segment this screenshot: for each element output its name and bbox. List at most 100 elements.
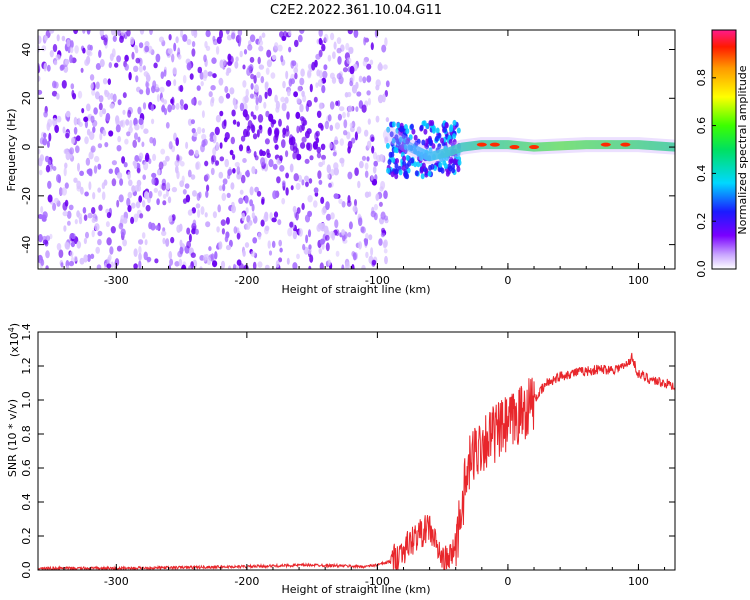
spectrogram-cell [197,66,203,74]
spectrogram-cell [68,204,74,211]
spectrogram-cell [196,85,201,91]
spectrogram-cell [170,236,175,244]
spectrogram-cell [323,64,328,71]
spectrogram-cell [122,239,127,247]
spectrogram-cell [281,197,286,205]
spectrogram-cell [174,261,180,267]
spectrogram-cell [301,117,307,126]
spectrogram-cell [88,151,94,160]
spectrogram-cell [297,174,303,183]
spectrogram-cell [299,30,305,34]
spectrogram-cell [391,157,396,163]
spectrogram-cell [383,248,388,254]
spectrogram-cell [288,30,292,37]
spectrogram-cell [79,257,85,265]
spectrogram-cell [351,264,355,269]
spectrogram-cell [94,155,100,163]
spectrogram-cell [115,119,120,126]
spectrogram-cell [64,162,68,169]
spectrogram-cell [318,30,323,37]
spectrogram-cell [247,44,253,51]
spectrogram-cell [176,224,182,233]
spectrogram-cell [366,140,372,149]
spectrogram-cell [339,157,345,164]
spectrogram-cell [266,59,272,68]
spectrogram-cell [192,219,197,227]
spectrogram-cell [230,182,235,190]
spectrogram-cell [304,158,310,164]
spectrogram-cell [39,154,45,162]
spectrogram-cell [308,178,313,184]
spectrogram-cell [121,156,126,164]
spectrogram-cell [369,59,374,66]
spectrogram-cell [93,165,98,174]
spectrogram-cell [428,140,433,147]
spectrogram-cell [231,32,236,40]
spectrogram-cell [83,254,88,263]
spectrogram-cell [115,124,121,133]
spectrogram-cell [367,97,371,106]
spectrogram-cell [151,172,157,179]
spectrogram-cell [239,50,243,58]
spectrogram-cell [229,87,235,95]
x-tick-label: 0 [504,274,511,287]
spectrogram-cell [226,192,231,198]
spectrogram-cell [84,136,89,145]
spectrogram-cell [108,130,114,137]
spectrogram-cell [249,93,254,99]
spectrogram-cell [342,111,346,119]
spectrogram-cell [373,160,379,167]
spectrogram-cell [252,261,257,269]
spectrogram-cell [379,154,385,162]
spectrogram-cell [257,114,264,123]
spectrogram-cell [142,200,146,208]
spectrogram-cell [289,163,294,173]
spectrogram-cell [315,82,319,88]
spectrogram-cell [226,67,232,74]
spectrogram-cell [293,173,299,182]
spectrogram-cell [385,142,390,149]
spectrogram-cell [213,134,217,141]
spectrogram-cell [332,151,337,157]
spectrogram-cell [127,205,132,213]
spectrogram-cell [247,120,253,129]
spectrogram-cell [97,187,102,193]
spectrogram-cell [252,114,257,120]
spectrogram-cell [416,161,421,168]
spectrogram-cell [275,106,280,113]
spectrogram-cell [82,30,86,34]
spectrogram-cell [259,125,263,134]
spectrogram-cell [186,227,191,235]
spectrogram-cell [195,162,200,170]
spectrogram-cell [430,163,435,170]
spectrogram-cell [92,126,96,133]
spectrogram-cell [238,263,244,269]
spectrogram-cell [275,260,280,268]
spectrogram-cell [243,264,249,269]
colorbar-tick-label: 0.8 [695,69,708,87]
spectrogram-cell [70,40,74,49]
spectrogram-cell [52,117,58,127]
spectrogram-cell [309,155,314,161]
spectrogram-cell [327,259,331,266]
spectrogram-cell [254,186,259,193]
spectrogram-cell [361,155,367,161]
spectrogram-cell [163,108,168,116]
spectrogram-cell [281,139,286,149]
spectrogram-cell [64,242,71,250]
spectrogram-cell [258,45,264,52]
spectrogram-cell [394,163,399,170]
spectrogram-cell [171,214,176,221]
spectrogram-cell [119,178,124,186]
spectrogram-cell [199,266,203,269]
spectrogram-cell [333,193,339,200]
spectrogram-cell [151,118,155,125]
spectrogram-cell [341,229,346,236]
spectrogram-cell [306,100,312,107]
spectrogram-cell [154,258,159,264]
spectrogram-cell [405,128,410,135]
spectrogram-cell [227,53,232,62]
spectrogram-cell [80,67,84,73]
spectrogram-cell [214,126,220,136]
spectrogram-cell [189,73,194,80]
